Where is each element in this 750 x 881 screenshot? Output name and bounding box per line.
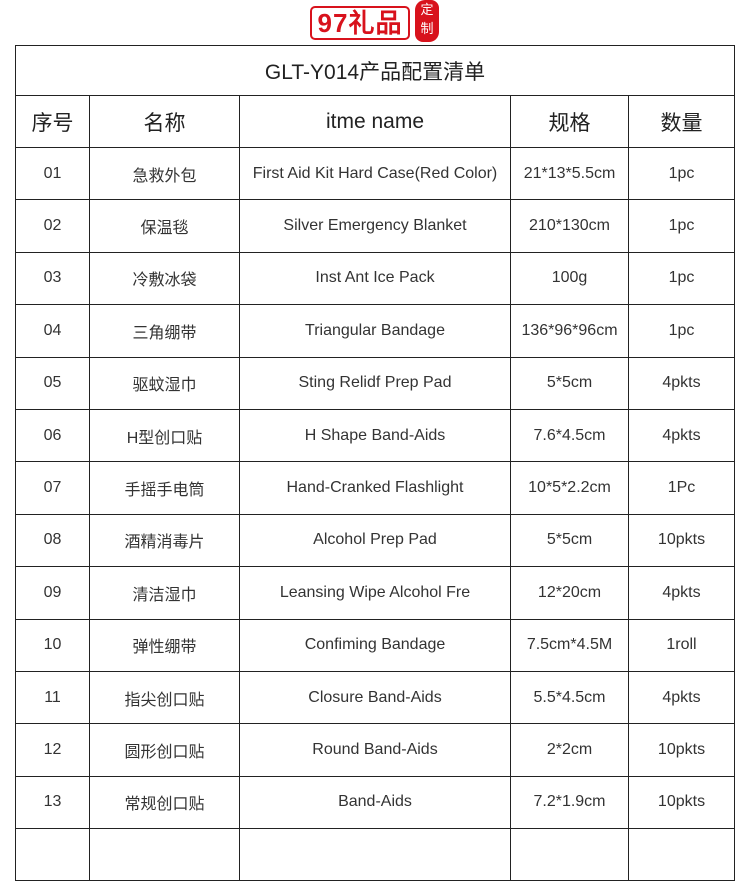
cell-spec: 12*20cm [510,566,629,620]
cell-index: 04 [15,304,90,358]
table-row [15,828,735,881]
cell-quantity: 1pc [628,251,735,306]
header-name-cn: 名称 [89,95,240,148]
cell-item-name: Hand-Cranked Flashlight [239,461,511,515]
cell-index: 02 [15,199,90,253]
cell-quantity: 1pc [628,146,735,201]
cell-name-cn: 急救外包 [89,146,240,201]
cell-index [15,828,90,881]
cell-spec: 2*2cm [510,723,629,777]
cell-quantity: 1roll [628,618,735,672]
header-quantity: 数量 [628,95,735,148]
cell-spec: 210*130cm [510,199,629,253]
cell-spec: 5*5cm [510,513,629,568]
cell-spec: 7.2*1.9cm [510,775,629,830]
cell-quantity: 10pkts [628,775,735,830]
cell-item-name: Band-Aids [239,775,511,830]
cell-item-name: Sting Relidf Prep Pad [239,356,511,410]
cell-item-name: Confiming Bandage [239,618,511,672]
cell-quantity: 10pkts [628,513,735,568]
cell-quantity: 1pc [628,304,735,358]
cell-spec [510,828,629,881]
cell-index: 01 [15,146,90,201]
cell-item-name: First Aid Kit Hard Case(Red Color) [239,146,511,201]
watermark-seal-text: 定制 [420,2,434,36]
cell-spec: 21*13*5.5cm [510,146,629,201]
cell-item-name: Triangular Bandage [239,304,511,358]
table-row: 13 常规创口贴 Band-Aids 7.2*1.9cm 10pkts [15,775,735,830]
cell-index: 11 [15,670,90,725]
cell-item-name: H Shape Band-Aids [239,408,511,463]
watermark-logo: 97礼品 [310,6,410,40]
cell-name-cn: 三角绷带 [89,304,240,358]
cell-item-name [239,828,511,881]
cell-spec: 136*96*96cm [510,304,629,358]
header-spec: 规格 [510,95,629,148]
cell-name-cn: 手摇手电筒 [89,461,240,515]
table-row: 11 指尖创口贴 Closure Band-Aids 5.5*4.5cm 4pkts [15,670,735,725]
table-row: 06 H型创口贴 H Shape Band-Aids 7.6*4.5cm 4pkts [15,408,735,463]
cell-spec: 7.6*4.5cm [510,408,629,463]
cell-spec: 5*5cm [510,356,629,410]
cell-quantity [628,828,735,881]
cell-item-name: Round Band-Aids [239,723,511,777]
cell-quantity: 1pc [628,199,735,253]
cell-index: 06 [15,408,90,463]
cell-quantity: 4pkts [628,356,735,410]
cell-index: 03 [15,251,90,306]
table-row: 08 酒精消毒片 Alcohol Prep Pad 5*5cm 10pkts [15,513,735,568]
table-row: 04 三角绷带 Triangular Bandage 136*96*96cm 1pc [15,304,735,358]
table-row: 07 手摇手电筒 Hand-Cranked Flashlight 10*5*2.2cm… [15,461,735,515]
cell-name-cn: 驱蚊湿巾 [89,356,240,410]
cell-index: 12 [15,723,90,777]
cell-quantity: 1Pc [628,461,735,515]
cell-item-name: Closure Band-Aids [239,670,511,725]
cell-name-cn: 圆形创口贴 [89,723,240,777]
cell-index: 09 [15,566,90,620]
cell-name-cn: H型创口贴 [89,408,240,463]
cell-item-name: Alcohol Prep Pad [239,513,511,568]
cell-name-cn: 常规创口贴 [89,775,240,830]
cell-name-cn: 指尖创口贴 [89,670,240,725]
cell-name-cn: 保温毯 [89,199,240,253]
cell-item-name: Silver Emergency Blanket [239,199,511,253]
cell-spec: 7.5cm*4.5M [510,618,629,672]
cell-index: 08 [15,513,90,568]
table-row: 12 圆形创口贴 Round Band-Aids 2*2cm 10pkts [15,723,735,777]
cell-quantity: 4pkts [628,408,735,463]
header-index: 序号 [15,95,90,148]
cell-item-name: Leansing Wipe Alcohol Fre [239,566,511,620]
header-item-name: itme name [239,95,511,148]
cell-index: 07 [15,461,90,515]
cell-spec: 100g [510,251,629,306]
product-config-table: GLT-Y014产品配置清单 序号 名称 itme name 规格 数量 01 急… [15,45,735,881]
cell-name-cn: 弹性绷带 [89,618,240,672]
cell-index: 05 [15,356,90,410]
table-title: GLT-Y014产品配置清单 [15,45,735,96]
cell-name-cn: 清洁湿巾 [89,566,240,620]
cell-name-cn [89,828,240,881]
cell-index: 10 [15,618,90,672]
table-row: 09 清洁湿巾 Leansing Wipe Alcohol Fre 12*20cm 4p… [15,566,735,620]
table-row: 01 急救外包 First Aid Kit Hard Case(Red Color)… [15,146,735,201]
cell-quantity: 4pkts [628,670,735,725]
table-row: 05 驱蚊湿巾 Sting Relidf Prep Pad 5*5cm 4pkts [15,356,735,410]
cell-spec: 5.5*4.5cm [510,670,629,725]
cell-name-cn: 酒精消毒片 [89,513,240,568]
cell-name-cn: 冷敷冰袋 [89,251,240,306]
table-row: 02 保温毯 Silver Emergency Blanket 210*130cm 1p… [15,199,735,253]
watermark-seal: 定制 [415,0,439,42]
table-row: 10 弹性绷带 Confiming Bandage 7.5cm*4.5M 1roll [15,618,735,672]
table-row: 03 冷敷冰袋 Inst Ant Ice Pack 100g 1pc [15,251,735,306]
cell-quantity: 10pkts [628,723,735,777]
cell-item-name: Inst Ant Ice Pack [239,251,511,306]
cell-quantity: 4pkts [628,566,735,620]
cell-index: 13 [15,775,90,830]
cell-spec: 10*5*2.2cm [510,461,629,515]
